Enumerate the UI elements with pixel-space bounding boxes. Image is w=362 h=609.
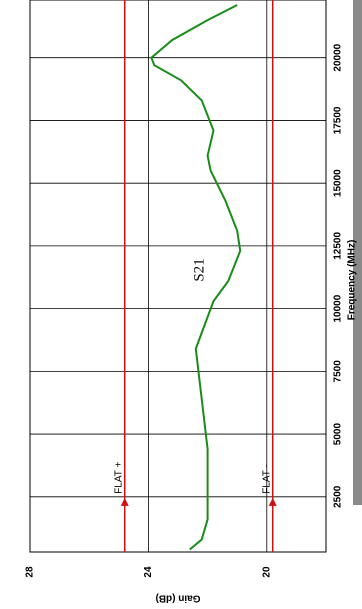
limit-marker: [120, 497, 129, 506]
x-tick-label: 20000: [333, 43, 344, 71]
y-tick-label: 20: [261, 566, 272, 578]
x-tick-label: 2500: [333, 485, 344, 508]
x-tick-label: 17500: [333, 106, 344, 134]
x-axis-label: Frequency (MHz): [347, 240, 358, 321]
limit-marker: [268, 497, 277, 506]
x-tick-label: 5000: [333, 423, 344, 446]
x-tick-label: 7500: [333, 360, 344, 383]
y-axis-label: Gain (dB): [156, 592, 201, 603]
y-tick-label: 28: [25, 566, 36, 578]
x-tick-label: 12500: [333, 232, 344, 260]
x-tick-label: 10000: [333, 294, 344, 322]
y-tick-label: 24: [143, 566, 154, 578]
chart-title: S21: [191, 258, 207, 281]
frame-shadow: [353, 0, 362, 505]
series-line: [150, 4, 242, 551]
x-tick-label: 15000: [333, 169, 344, 197]
limit-label: FLAT +: [113, 462, 124, 494]
plot-frame: [29, 0, 327, 553]
limit-label: FLAT -: [261, 464, 272, 494]
